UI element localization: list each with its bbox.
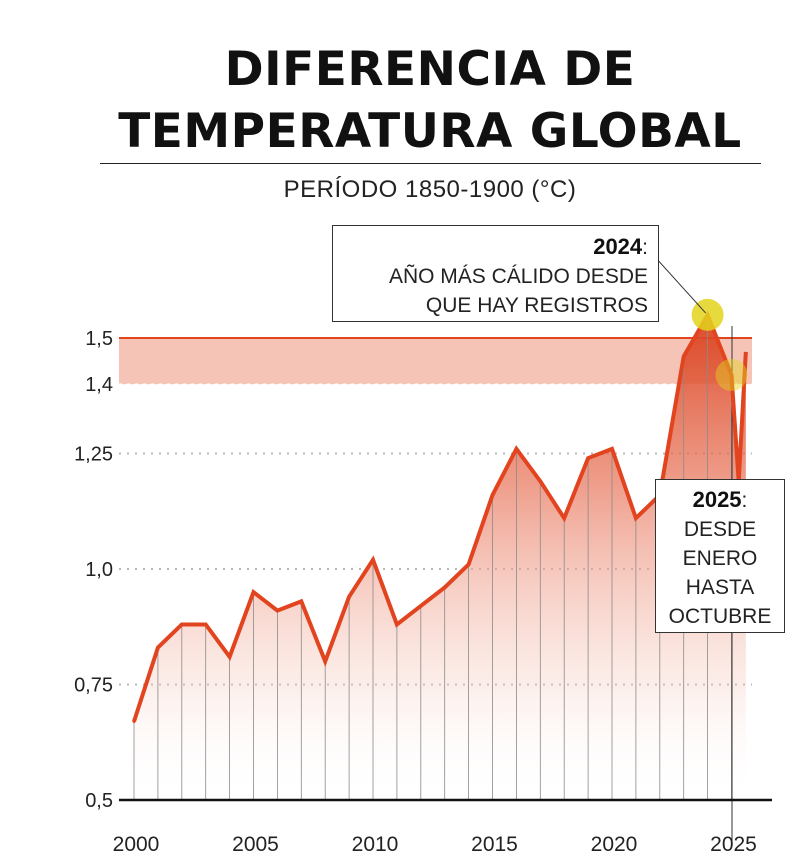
callout-2025: 2025: DESDE ENERO HASTA OCTUBRE [655,479,785,633]
callout-2024-line1: AÑO MÁS CÁLIDO DESDE [388,265,648,288]
y-tick-label-1,4: 1,4 [85,374,113,396]
chart-subtitle: PERÍODO 1850-1900 (°C) [283,176,577,203]
callout-2024-colon: : [642,236,648,259]
series-line [132,310,748,723]
highlight-points-group [645,246,748,391]
data-point-2018 [562,516,566,520]
y-tick-label-1,0: 1,0 [85,559,113,581]
data-point-2008 [323,659,327,663]
callout-2024: 2024: AÑO MÁS CÁLIDO DESDE QUE HAY REGIS… [332,225,659,322]
y-tick-label-1,5: 1,5 [85,328,113,350]
data-point-2020 [610,447,614,451]
data-point-2019 [586,456,590,460]
data-point-2012 [419,604,423,608]
data-point-2016 [514,447,518,451]
data-point-2013 [443,585,447,589]
data-point-2025 [730,373,733,377]
data-point-2021 [634,516,638,520]
x-tick-label-2005: 2005 [232,833,279,856]
data-point-2003 [204,622,208,626]
data-point-2005 [252,590,255,594]
data-point-2001 [156,646,160,650]
callout-2025-line2: ENERO [682,547,758,570]
chart-title-line1: DIFERENCIA DE [224,42,636,97]
threshold-band [119,338,752,385]
data-point-2010 [371,558,375,562]
data-point-2015 [491,493,494,497]
chart-title-line2: TEMPERATURA GLOBAL [118,104,742,159]
callout-2025-line3: HASTA [685,576,755,599]
threshold-band-group [119,337,752,385]
callout-2024-line2: QUE HAY REGISTROS [425,294,648,317]
title-divider [100,163,761,164]
data-point-2011 [395,622,399,626]
callout-2025-year: 2025 [692,487,742,512]
callout-2025-line1: DESDE [683,518,757,541]
callout-2025-colon: : [741,489,748,512]
data-point-2002 [180,622,184,626]
y-tick-label-0,5: 0,5 [85,790,113,812]
highlight-point-2024 [691,298,724,331]
highlight-point-2025 [715,358,748,391]
x-tick-label-2015: 2015 [471,833,518,856]
data-point-2004 [228,655,232,659]
area-group [134,314,746,800]
series-line-group [132,310,748,723]
axes-group: 0,5 0,75 1,0 1,25 1,4 1,5 2000 2005 2010 2015 2020… [74,328,772,856]
x-tick-label-2025: 2025 [710,833,757,856]
data-point-2006 [275,609,279,613]
x-tick-label-2010: 2010 [352,833,399,856]
data-point-2007 [299,599,303,603]
data-point-2000 [132,719,136,723]
y-tick-label-1,25: 1,25 [74,444,113,466]
data-point-2017 [538,479,542,483]
data-point-2014 [467,562,471,566]
data-point-2023 [682,354,686,358]
x-tick-label-2020: 2020 [591,833,638,856]
callout-2025-line4: OCTUBRE [668,605,772,628]
x-tick-label-2000: 2000 [113,833,160,856]
data-point-2009 [347,595,351,599]
callout-2024-year: 2024 [593,234,643,259]
area-fill [134,314,746,800]
y-tick-label-0,75: 0,75 [74,675,113,697]
